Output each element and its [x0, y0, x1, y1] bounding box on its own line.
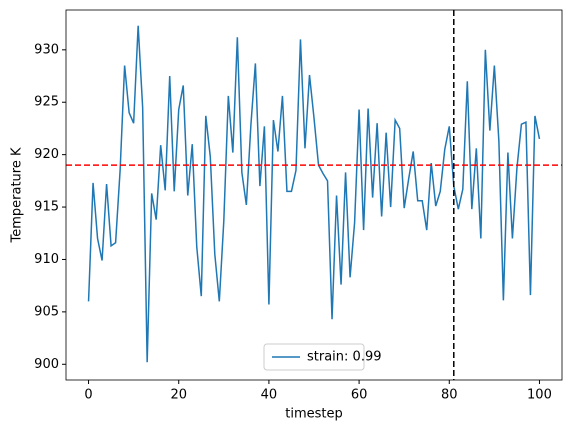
y-tick-label: 930 [34, 42, 59, 57]
x-tick-label: 20 [170, 388, 187, 403]
y-tick-label: 910 [34, 252, 59, 267]
x-tick-label: 100 [527, 388, 552, 403]
y-tick-label: 925 [34, 95, 59, 110]
legend-label: strain: 0.99 [307, 350, 382, 365]
x-axis-label: timestep [285, 407, 343, 422]
legend-box [263, 343, 365, 371]
x-tick-label: 60 [351, 388, 368, 403]
plot-frame [65, 9, 563, 381]
y-tick-label: 920 [34, 147, 59, 162]
y-tick-label: 900 [34, 357, 59, 372]
x-tick-label: 80 [441, 388, 458, 403]
x-tick-label: 40 [261, 388, 278, 403]
y-tick-label: 915 [34, 200, 59, 215]
data-line [87, 25, 541, 363]
x-tick-label: 0 [84, 388, 92, 403]
y-axis-label: Temperature K [10, 147, 25, 243]
y-tick-label: 905 [34, 304, 59, 319]
